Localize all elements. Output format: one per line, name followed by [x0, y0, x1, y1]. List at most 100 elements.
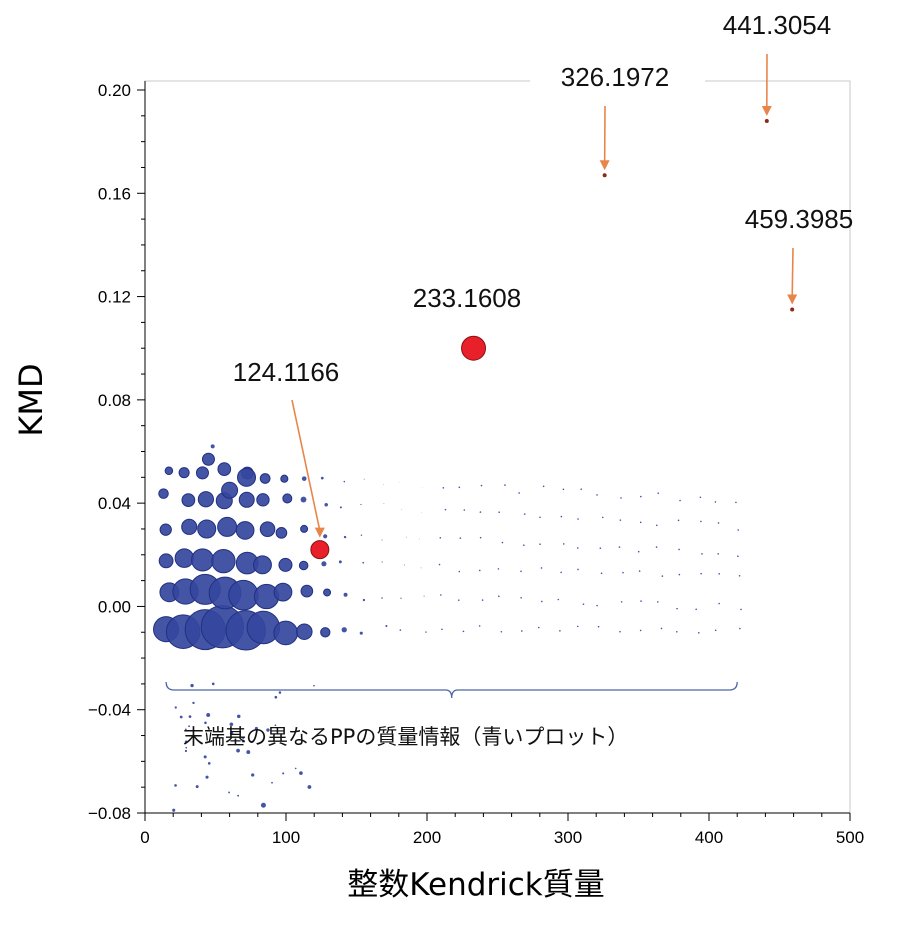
blue-point	[423, 595, 425, 597]
blue-point	[557, 598, 560, 601]
blue-point	[678, 573, 681, 576]
blue-point	[197, 519, 217, 539]
blue-point	[360, 534, 363, 536]
blue-point	[576, 625, 579, 628]
blue-point	[714, 629, 717, 632]
blue-point	[273, 582, 293, 602]
blue-point	[520, 597, 522, 599]
blue-point	[462, 630, 465, 633]
blue-point	[400, 597, 402, 599]
blue-point	[638, 570, 641, 572]
blue-point	[254, 726, 258, 730]
blue-point	[695, 608, 697, 611]
blue-point	[185, 746, 188, 749]
blue-point	[697, 632, 700, 634]
annotation-arrow	[791, 247, 794, 298]
blue-point	[399, 629, 402, 631]
blue-point	[178, 467, 190, 479]
blue-point	[238, 491, 255, 508]
x-tick-label: 500	[836, 828, 864, 847]
blue-point	[174, 548, 195, 568]
blue-point	[229, 722, 234, 727]
blue-point	[237, 794, 240, 797]
blue-point	[717, 553, 719, 555]
blue-point	[294, 767, 297, 770]
brace-group	[165, 681, 738, 699]
blue-point	[271, 781, 273, 784]
blue-point	[622, 571, 624, 574]
annotation-label: 459.3985	[745, 204, 853, 234]
blue-point	[718, 602, 720, 605]
blue-point	[463, 509, 466, 511]
blue-point	[188, 715, 192, 718]
highlighted-points	[310, 118, 795, 560]
blue-point	[405, 536, 407, 538]
blue-point	[480, 484, 483, 487]
blue-point	[501, 541, 504, 544]
blue-point	[739, 627, 741, 630]
blue-point	[700, 520, 702, 523]
blue-point	[539, 516, 541, 519]
blue-point	[600, 572, 603, 575]
blue-point	[479, 536, 482, 539]
blue-point	[235, 521, 255, 540]
x-tick-label: 0	[140, 828, 149, 847]
blue-point	[542, 485, 545, 488]
blue-point	[537, 626, 540, 629]
y-tick-label: 0.04	[98, 494, 131, 513]
blue-point	[237, 714, 241, 719]
x-tick-label: 200	[413, 828, 441, 847]
blue-point	[597, 625, 600, 628]
blue-point	[256, 493, 270, 507]
blue-point	[381, 561, 383, 563]
blue-point	[203, 755, 207, 759]
blue-point	[299, 771, 303, 775]
x-axis: 0 100 200 300 400 500	[140, 812, 864, 847]
blue-point	[228, 579, 259, 611]
blue-point	[164, 466, 174, 476]
blue-point	[359, 631, 363, 635]
blue-point	[735, 501, 737, 504]
blue-point	[273, 620, 299, 646]
blue-point	[701, 553, 703, 555]
blue-point	[236, 748, 240, 753]
blue-point	[172, 808, 176, 812]
blue-point	[520, 570, 522, 573]
blue-point	[210, 444, 215, 449]
blue-point	[343, 592, 348, 597]
blue-point	[700, 572, 702, 575]
blue-point	[385, 624, 388, 628]
blue-point	[158, 488, 169, 499]
blue-point	[637, 550, 640, 553]
blue-point	[714, 501, 717, 503]
blue-point	[211, 682, 215, 686]
blue-point	[620, 601, 623, 603]
blue-point	[420, 567, 422, 569]
blue-point	[195, 466, 209, 480]
annotation-arrow	[291, 399, 321, 531]
blue-point	[419, 538, 420, 540]
blue-point	[320, 476, 324, 480]
blue-point	[282, 493, 293, 504]
x-axis-title: 整数Kendrick質量	[347, 867, 605, 903]
blue-point	[201, 452, 215, 466]
blue-point	[282, 772, 285, 775]
blue-point	[521, 630, 523, 632]
blue-point	[699, 496, 702, 499]
blue-point	[656, 601, 659, 603]
blue-point	[300, 584, 314, 598]
blue-point	[601, 516, 604, 519]
highlighted-point	[310, 540, 330, 560]
highlighted-point	[790, 307, 795, 312]
blue-point	[737, 529, 739, 531]
x-tick-label: 400	[695, 828, 723, 847]
blue-point	[679, 499, 681, 502]
blue-point	[522, 544, 525, 546]
blue-point	[381, 597, 383, 599]
blue-series-description: 末端基の異なるPPの質量情報（青いプロット）	[183, 725, 628, 749]
blue-point	[677, 519, 680, 522]
blue-point	[580, 488, 582, 490]
blue-point	[275, 526, 288, 539]
annotation-label: 441.3054	[723, 10, 831, 40]
blue-point	[205, 775, 209, 779]
